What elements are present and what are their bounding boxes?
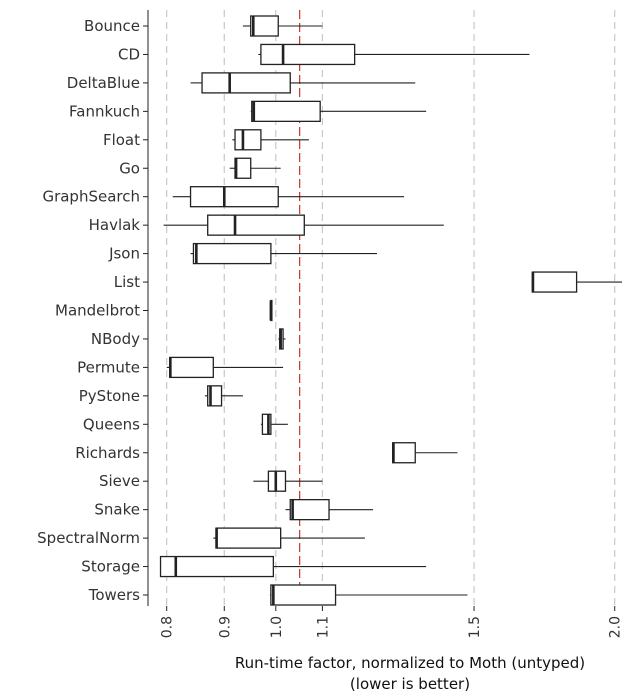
box-pystone	[204, 385, 243, 407]
iqr-box	[260, 43, 356, 66]
grid-lines	[166, 10, 616, 606]
iqr-box	[234, 129, 262, 151]
box-cd	[258, 43, 530, 66]
category-label: Queens	[83, 415, 140, 433]
category-label: Float	[103, 131, 140, 149]
x-tick-label: 0.9	[217, 616, 233, 638]
category-label: Go	[119, 159, 140, 177]
category-label: Richards	[75, 444, 140, 462]
iqr-box	[289, 498, 330, 521]
iqr-box	[189, 186, 279, 208]
box-permute	[166, 356, 284, 379]
category-label: NBody	[91, 330, 140, 348]
box-towers	[269, 584, 468, 606]
iqr-box	[250, 15, 279, 37]
category-label: CD	[118, 45, 140, 63]
x-tick-labels: 0.8 0.9 1.0 1.1 1.5 2.0	[160, 606, 624, 638]
iqr-box	[207, 214, 305, 236]
x-axis-title: Run-time factor, normalized to Moth (unt…	[235, 654, 585, 672]
category-label: Towers	[88, 586, 140, 604]
box-storage	[159, 555, 427, 578]
box-snake	[285, 498, 374, 521]
x-tick-label: 1.0	[269, 616, 285, 638]
box-bounce	[242, 15, 323, 37]
box-nbody	[278, 328, 286, 350]
category-label: Storage	[81, 558, 140, 576]
box-mandelbrot	[269, 299, 273, 322]
category-label: SpectralNorm	[37, 529, 140, 547]
iqr-box	[201, 72, 291, 94]
box-deltablue	[190, 72, 416, 94]
category-label: Mandelbrot	[55, 302, 140, 320]
x-tick-label: 1.5	[467, 616, 483, 638]
category-label: List	[114, 273, 140, 291]
box-sieve	[253, 470, 323, 492]
iqr-box	[261, 413, 272, 435]
x-tick-label: 0.8	[160, 616, 176, 638]
category-label: Snake	[94, 501, 140, 519]
box-series	[159, 15, 622, 606]
box-havlak	[163, 214, 444, 236]
box-go	[229, 157, 281, 179]
box-spectralnorm	[213, 527, 365, 549]
iqr-box	[169, 356, 214, 379]
category-label: Havlak	[89, 216, 141, 234]
x-tick-label: 1.1	[315, 616, 331, 638]
iqr-box	[192, 242, 272, 265]
box-float	[232, 129, 309, 151]
category-label: Json	[108, 245, 140, 263]
category-label: Bounce	[84, 17, 140, 35]
category-label: Permute	[77, 358, 140, 376]
x-axis-subtitle: (lower is better)	[350, 675, 470, 693]
x-tick-label: 2.0	[608, 616, 624, 638]
category-label: PyStone	[79, 387, 140, 405]
box-json	[190, 242, 378, 265]
box-graphsearch	[172, 186, 405, 208]
category-label: GraphSearch	[42, 188, 140, 206]
iqr-box	[392, 442, 416, 464]
box-richards	[392, 442, 458, 464]
iqr-box	[251, 100, 321, 122]
iqr-box	[270, 584, 337, 606]
category-label: DeltaBlue	[67, 74, 140, 92]
iqr-box	[215, 527, 282, 549]
box-fannkuch	[250, 100, 427, 122]
iqr-box	[159, 555, 274, 578]
iqr-box	[531, 271, 578, 293]
category-label: Sieve	[99, 472, 140, 490]
category-label: Fannkuch	[69, 102, 140, 120]
category-labels: Bounce CD DeltaBlue Fannkuch Float Go GraphSea…	[37, 17, 148, 604]
box-queens	[260, 413, 288, 435]
box-list	[531, 271, 622, 293]
